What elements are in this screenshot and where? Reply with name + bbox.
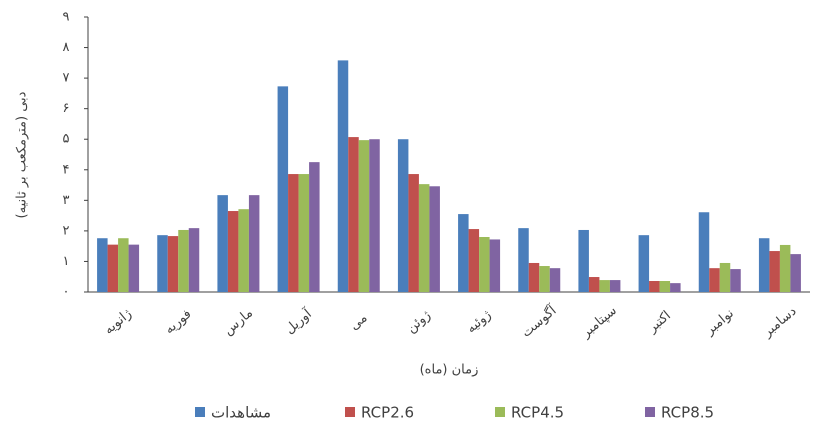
bar xyxy=(418,184,430,292)
bar xyxy=(288,174,299,292)
bar xyxy=(408,174,419,292)
bar xyxy=(248,195,260,292)
bar xyxy=(730,269,741,292)
legend-label: RCP8.5 xyxy=(661,404,714,422)
bar xyxy=(649,281,660,292)
bar xyxy=(227,211,239,292)
bar xyxy=(670,283,681,292)
y-tick-label: ۷ xyxy=(63,71,70,86)
bar xyxy=(348,137,359,292)
bar xyxy=(588,277,600,292)
y-tick-label: ۳ xyxy=(63,193,70,208)
y-tick-label: ۸ xyxy=(63,40,70,55)
x-tick-label: ژوئیه xyxy=(464,308,494,337)
bar xyxy=(758,238,770,292)
legend-swatch xyxy=(345,407,355,417)
y-axis-title: دبی (مترمکعب بر ثانیه) xyxy=(15,91,30,218)
bar xyxy=(118,238,129,292)
bar xyxy=(458,214,469,292)
bar xyxy=(277,86,289,292)
legend-swatch xyxy=(195,407,205,417)
bar xyxy=(489,239,501,292)
x-tick-label: اکتبر xyxy=(644,308,673,336)
bar xyxy=(518,228,529,292)
legend-label: مشاهدات xyxy=(211,404,271,422)
y-tick-label: ۹ xyxy=(63,10,70,25)
bar xyxy=(790,254,801,292)
bar xyxy=(369,139,380,292)
x-tick-label: دسامبر xyxy=(760,304,800,341)
bar xyxy=(549,268,561,292)
bar xyxy=(468,229,480,292)
bar xyxy=(599,280,610,292)
x-tick-label: آگوست xyxy=(518,301,561,341)
x-tick-label: آوریل xyxy=(281,304,316,337)
x-axis-title: زمان (ماه) xyxy=(420,363,479,378)
bar xyxy=(578,229,589,292)
bar xyxy=(479,237,490,292)
y-tick-label: ۶ xyxy=(63,101,70,116)
x-tick-label: ژوئن xyxy=(404,308,434,336)
x-tick-label: سپتامبر xyxy=(578,303,620,341)
x-tick-label: مارس xyxy=(221,306,256,339)
bar xyxy=(167,236,179,292)
bar xyxy=(309,162,320,292)
legend-label: RCP2.6 xyxy=(361,404,414,422)
bar xyxy=(609,280,621,292)
bar xyxy=(539,266,550,292)
bar xyxy=(709,268,720,292)
bar xyxy=(698,212,710,292)
legend-swatch xyxy=(495,407,505,417)
y-tick-label: ۲ xyxy=(63,223,70,238)
bar xyxy=(429,186,440,292)
legend-label: RCP4.5 xyxy=(511,404,564,422)
bar xyxy=(107,244,119,292)
bar xyxy=(128,244,140,292)
x-tick-label: می xyxy=(347,311,370,334)
bar xyxy=(528,262,540,292)
bar xyxy=(659,281,671,292)
bar xyxy=(358,140,370,292)
bar xyxy=(238,209,249,292)
bar xyxy=(638,235,650,292)
bar xyxy=(719,262,731,292)
bar xyxy=(157,235,168,292)
y-tick-label: ۱ xyxy=(63,254,70,269)
bar xyxy=(178,229,189,292)
bar xyxy=(397,139,409,292)
y-tick-label: ۵ xyxy=(63,132,70,147)
legend-swatch xyxy=(645,407,655,417)
x-tick-label: فوریه xyxy=(162,307,194,338)
bar xyxy=(769,251,780,292)
bar xyxy=(337,60,349,293)
x-tick-label: نوامبر xyxy=(702,306,737,339)
bar xyxy=(188,228,200,292)
y-tick-label: ۴ xyxy=(63,162,70,177)
bar xyxy=(217,195,228,292)
bar xyxy=(298,174,310,292)
bar xyxy=(97,238,108,292)
y-tick-label: ۰ xyxy=(63,285,70,300)
bar xyxy=(779,244,791,292)
x-tick-label: ژانویه xyxy=(101,306,134,337)
